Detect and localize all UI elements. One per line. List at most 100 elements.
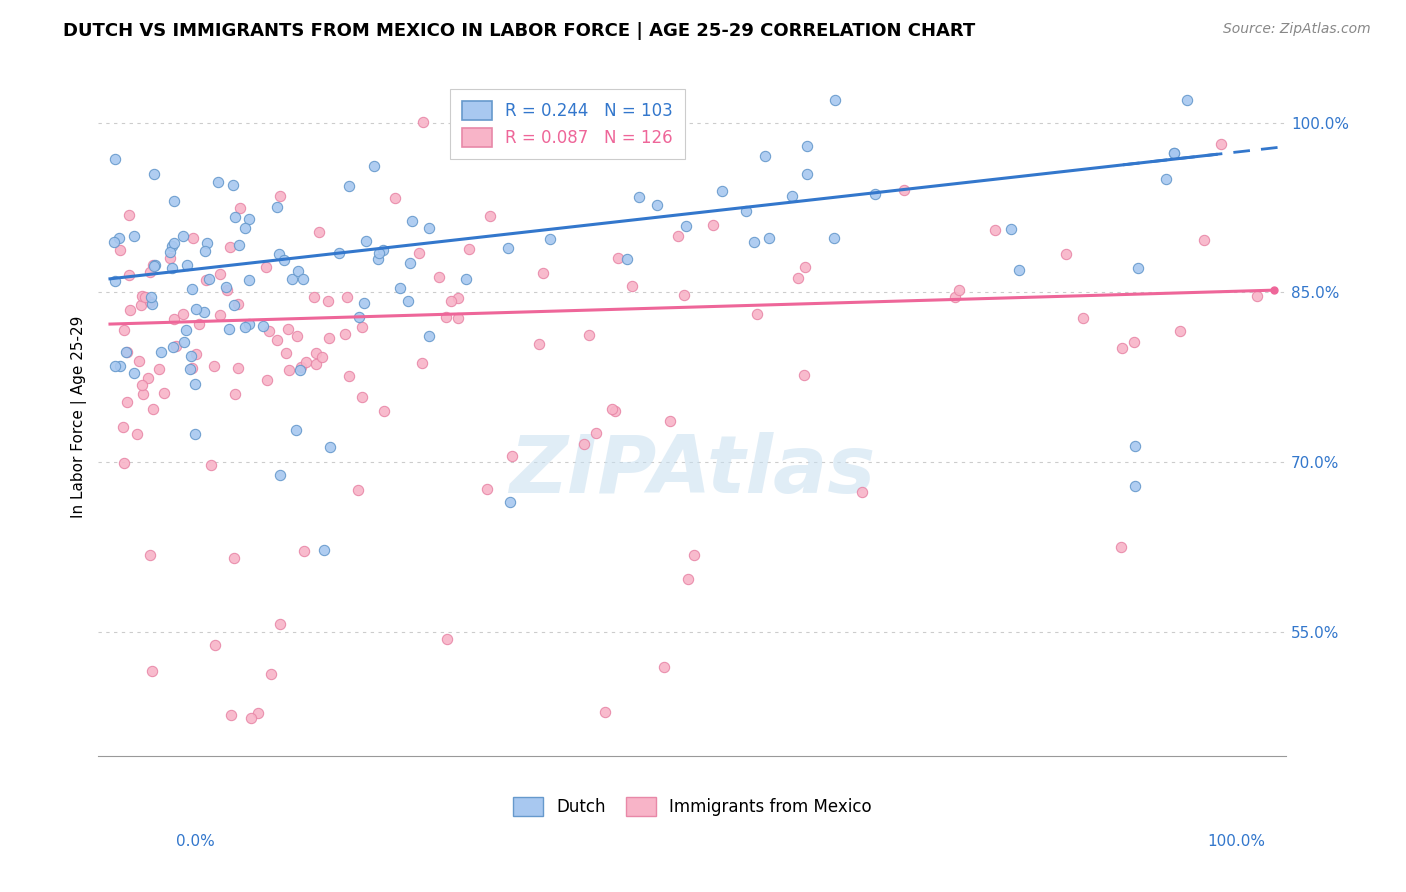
Point — [367, 252, 389, 266]
Point — [796, 167, 818, 181]
Point — [172, 229, 194, 244]
Point — [252, 319, 274, 334]
Point — [302, 290, 325, 304]
Point — [221, 707, 243, 722]
Point — [128, 354, 150, 368]
Point — [163, 194, 186, 209]
Point — [1163, 146, 1185, 161]
Point — [396, 294, 419, 309]
Y-axis label: In Labor Force | Age 25-29: In Labor Force | Age 25-29 — [72, 316, 87, 518]
Text: ZIPAtlas: ZIPAtlas — [509, 432, 876, 510]
Point — [259, 324, 281, 338]
Point — [1175, 93, 1198, 107]
Point — [224, 298, 246, 312]
Point — [131, 378, 153, 392]
Point — [314, 543, 336, 558]
Point — [1170, 324, 1192, 338]
Point — [143, 167, 166, 181]
Point — [673, 288, 696, 302]
Point — [181, 360, 204, 375]
Point — [141, 297, 163, 311]
Point — [335, 290, 357, 304]
Point — [1109, 541, 1132, 555]
Point — [499, 494, 522, 508]
Point — [702, 218, 724, 232]
Point — [735, 204, 758, 219]
Point — [162, 341, 184, 355]
Point — [202, 359, 225, 374]
Point — [290, 360, 312, 375]
Point — [233, 319, 256, 334]
Point — [1071, 310, 1094, 325]
Point — [1209, 137, 1232, 152]
Point — [139, 290, 162, 304]
Point — [233, 221, 256, 235]
Point — [115, 345, 138, 359]
Point — [200, 458, 222, 472]
Point — [572, 437, 595, 451]
Point — [742, 235, 765, 249]
Text: DUTCH VS IMMIGRANTS FROM MEXICO IN LABOR FORCE | AGE 25-29 CORRELATION CHART: DUTCH VS IMMIGRANTS FROM MEXICO IN LABOR… — [63, 22, 976, 40]
Point — [160, 239, 183, 253]
Point — [285, 329, 308, 343]
Point — [273, 252, 295, 267]
Point — [337, 369, 360, 384]
Point — [346, 483, 368, 497]
Point — [436, 632, 458, 646]
Point — [104, 152, 127, 166]
Point — [501, 449, 523, 463]
Point — [659, 414, 682, 428]
Point — [181, 282, 204, 296]
Point — [794, 260, 817, 275]
Point — [104, 359, 127, 373]
Text: 100.0%: 100.0% — [1208, 834, 1265, 849]
Point — [117, 208, 139, 222]
Point — [645, 198, 668, 212]
Point — [308, 226, 330, 240]
Point — [447, 310, 470, 325]
Point — [349, 310, 371, 324]
Point — [148, 361, 170, 376]
Point — [948, 283, 970, 297]
Point — [217, 284, 239, 298]
Point — [224, 210, 246, 224]
Point — [824, 93, 846, 107]
Point — [454, 272, 477, 286]
Point — [226, 361, 249, 376]
Point — [193, 304, 215, 318]
Point — [600, 401, 623, 416]
Point — [222, 178, 245, 193]
Point — [578, 327, 600, 342]
Point — [652, 660, 675, 674]
Point — [153, 385, 176, 400]
Point — [531, 266, 554, 280]
Point — [108, 359, 131, 374]
Point — [1000, 222, 1022, 236]
Point — [122, 367, 145, 381]
Point — [125, 427, 148, 442]
Point — [447, 291, 470, 305]
Point — [195, 235, 218, 250]
Point — [1054, 247, 1077, 261]
Point — [793, 368, 815, 382]
Point — [418, 220, 440, 235]
Point — [427, 269, 450, 284]
Point — [1111, 341, 1133, 355]
Point — [350, 320, 373, 334]
Point — [198, 272, 221, 286]
Point — [277, 322, 299, 336]
Point — [408, 246, 430, 260]
Point — [399, 256, 422, 270]
Point — [162, 261, 184, 276]
Point — [129, 298, 152, 312]
Point — [260, 666, 283, 681]
Point — [363, 159, 385, 173]
Point — [620, 279, 643, 293]
Point — [291, 271, 314, 285]
Point — [754, 149, 776, 163]
Legend: Dutch, Immigrants from Mexico: Dutch, Immigrants from Mexico — [506, 790, 879, 822]
Point — [173, 334, 195, 349]
Point — [138, 295, 160, 310]
Point — [112, 322, 135, 336]
Point — [256, 373, 278, 387]
